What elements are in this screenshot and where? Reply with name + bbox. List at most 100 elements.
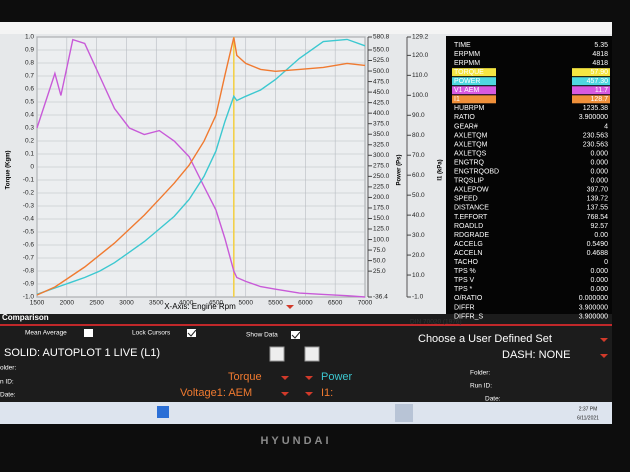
y-tick-label: -0.7 [23,255,35,262]
row-value: 0.000 [590,178,608,185]
file-button[interactable] [269,346,285,362]
mean-average-checkbox[interactable] [84,329,93,337]
x-axis-dropdown[interactable] [286,305,294,309]
dash-label: DASH: NONE [502,349,570,361]
row-label: T.EFFORT [454,214,488,221]
dropdown[interactable] [305,392,313,396]
y2-tick-label: 300.0 [373,152,390,159]
title-bar [0,22,612,34]
run-id-label: Run ID: [470,383,492,390]
y2-tick-label: 450.0 [373,89,390,96]
y-tick-label: -0.8 [23,268,35,275]
row-label: TORQUE [454,69,484,76]
value-highlight [572,86,610,95]
y3-tick-label: -1.0 [412,294,424,301]
row-value: 0.000 [590,277,608,284]
i1-selector[interactable]: I1: [321,387,333,399]
y-tick-label: 0.2 [25,138,34,145]
x-tick-label: 2000 [60,300,75,307]
y-tick-label: 0.3 [25,125,34,132]
row-value: 0 [604,259,608,266]
y3-tick-label: 40.0 [412,212,425,219]
x-tick-label: 6000 [298,300,313,307]
row-value: 4 [604,123,608,130]
file-button[interactable] [304,346,320,362]
y3-tick-label: 60.0 [412,172,425,179]
row-value: 3.900000 [579,114,608,121]
y3-axis-title: I1 (kPa) [438,159,444,180]
y3-tick-label: 90.0 [412,112,425,119]
dropdown[interactable] [305,376,313,380]
mean-average-label: Mean Average [25,330,67,337]
y2-tick-label: -36.4 [373,294,388,301]
y-tick-label: 0.7 [25,73,34,80]
row-value: 0.000 [590,268,608,275]
row-value: 92.57 [590,223,608,230]
row-label: ENGTRQ [454,159,485,166]
row-label: TPS V [454,277,475,284]
active-app-icon[interactable] [395,404,413,422]
row-label: RATIO [454,114,475,121]
row-value: 0.000000 [579,295,608,302]
dash-dropdown[interactable] [600,354,608,358]
x-tick-label: 3000 [119,300,134,307]
value-highlight [572,68,610,77]
y2-tick-label: 100.0 [373,236,390,243]
row-value: 230.563 [583,141,608,148]
row-value: 4818 [592,51,608,58]
row-value: 230.563 [583,132,608,139]
y3-tick-label: 10.0 [412,272,425,279]
row-label: ACCELG [454,241,483,248]
y2-tick-label: 175.0 [373,205,390,212]
date-label: Date: [485,396,501,403]
voltage-selector[interactable]: Voltage1: AEM [180,387,252,399]
row-label: ERPMM [454,51,480,58]
row-highlight [452,95,496,104]
row-value: 0.5490 [587,241,609,248]
row-label: TRQSLIP [454,178,484,185]
power-selector[interactable]: Power [321,371,353,383]
row-label: O/RATIO [454,295,483,302]
y2-tick-label: 375.0 [373,120,390,127]
y-tick-label: -0.1 [23,177,35,184]
show-data-checkbox[interactable] [291,331,300,339]
row-label: AXLETQM [454,141,488,148]
dropdown[interactable] [281,392,289,396]
taskbar [0,402,612,424]
y2-tick-label: 50.0 [373,257,386,264]
y3-tick-label: 100.0 [412,92,429,99]
row-label: ROADLD [454,223,483,230]
row-label: AXLEPOW [454,187,489,194]
dropdown[interactable] [281,376,289,380]
check-mark [187,329,197,337]
row-label: DISTANCE [454,205,489,212]
row-value: 5.35 [594,42,608,49]
row-value: 0.000 [590,159,608,166]
y3-tick-label: 129.2 [412,34,429,41]
y3-tick-label: 110.0 [412,72,428,79]
y-tick-label: -0.2 [23,190,35,197]
y2-tick-label: 425.0 [373,99,390,106]
y2-tick-label: 75.0 [373,247,386,254]
y2-tick-label: 525.0 [373,57,390,64]
y-tick-label: 0.4 [25,112,34,119]
user-set-dropdown[interactable] [600,338,608,342]
solid-label: SOLID: AUTOPLOT 1 LIVE (L1) [4,347,160,359]
series-line [36,38,366,295]
folder-label: older: [0,365,16,372]
x-tick-label: 5500 [268,300,283,307]
y-tick-label: 0.9 [25,47,34,54]
comparison-label: Comparison [2,313,49,322]
row-label: GEAR# [454,123,478,130]
run-id-label: n ID: [0,379,14,386]
y2-axis-title: Power (Ps) [397,154,403,185]
torque-selector[interactable]: Torque [228,371,262,383]
y2-tick-label: 250.0 [373,173,390,180]
start-button[interactable] [157,406,169,418]
lock-cursors-checkbox[interactable] [187,329,196,337]
row-label: TPS * [454,286,473,293]
clock-date: 6/11/2021 [577,415,599,421]
y2-tick-label: 500.0 [373,68,390,75]
y2-tick-label: 550.0 [373,47,390,54]
